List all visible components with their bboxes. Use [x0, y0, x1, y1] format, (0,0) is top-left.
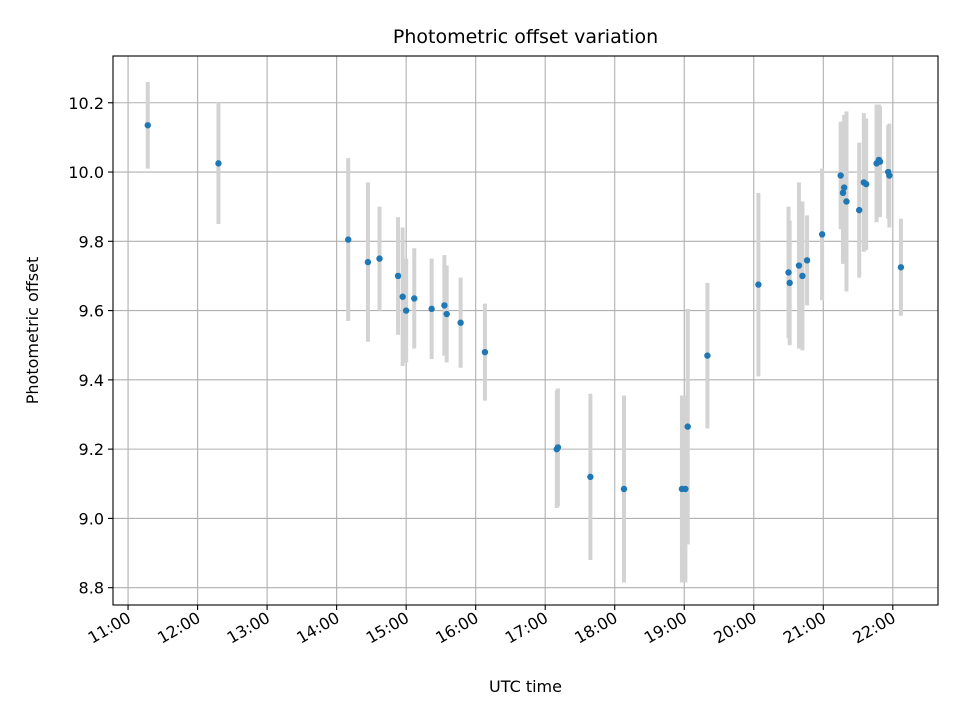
data-point [876, 158, 884, 165]
data-point [402, 307, 410, 314]
data-points [144, 122, 905, 493]
y-tick-label: 9.8 [79, 232, 104, 251]
data-point [215, 160, 222, 167]
data-point [620, 485, 628, 493]
data-point [364, 258, 372, 266]
data-point [818, 231, 826, 238]
data-point [799, 272, 806, 280]
data-point [457, 319, 464, 326]
plot-area-frame [112, 55, 939, 606]
x-axis-title: UTC time [489, 677, 562, 696]
data-point [856, 206, 863, 214]
data-point [682, 485, 689, 493]
data-point [587, 473, 594, 481]
data-point [443, 310, 450, 318]
data-point [684, 423, 691, 430]
y-tick-label: 9.6 [79, 302, 104, 321]
y-axis-ticks: 8.8 9.0 9.2 9.4 9.6 9.8 10.0 10.2 [68, 94, 113, 598]
y-axis-title: Photometric offset [23, 257, 42, 405]
data-point [837, 172, 844, 179]
data-point [704, 352, 711, 359]
y-tick-label: 9.0 [79, 509, 104, 528]
grid [113, 56, 938, 605]
data-point [376, 255, 383, 262]
data-point [840, 184, 848, 191]
data-point [441, 302, 448, 309]
data-point [554, 444, 562, 451]
data-point [481, 348, 489, 356]
data-point [428, 305, 435, 313]
data-point [843, 198, 850, 205]
data-point [411, 295, 418, 302]
data-point [755, 281, 762, 288]
data-point [839, 189, 847, 197]
data-point [144, 122, 151, 129]
data-point [399, 293, 406, 300]
data-point [897, 264, 905, 271]
y-tick-label: 9.4 [79, 371, 104, 390]
data-point [786, 279, 793, 287]
data-point [795, 262, 803, 269]
y-tick-label: 8.8 [79, 579, 104, 598]
data-point [862, 180, 870, 188]
y-tick-label: 10.2 [68, 94, 104, 113]
y-tick-label: 10.0 [68, 163, 104, 182]
y-tick-label: 9.2 [79, 440, 104, 459]
data-point [886, 172, 893, 179]
data-point [785, 269, 792, 276]
data-point [345, 236, 352, 243]
data-point [394, 272, 402, 280]
data-point [803, 257, 811, 264]
chart-title: Photometric offset variation [393, 26, 658, 48]
